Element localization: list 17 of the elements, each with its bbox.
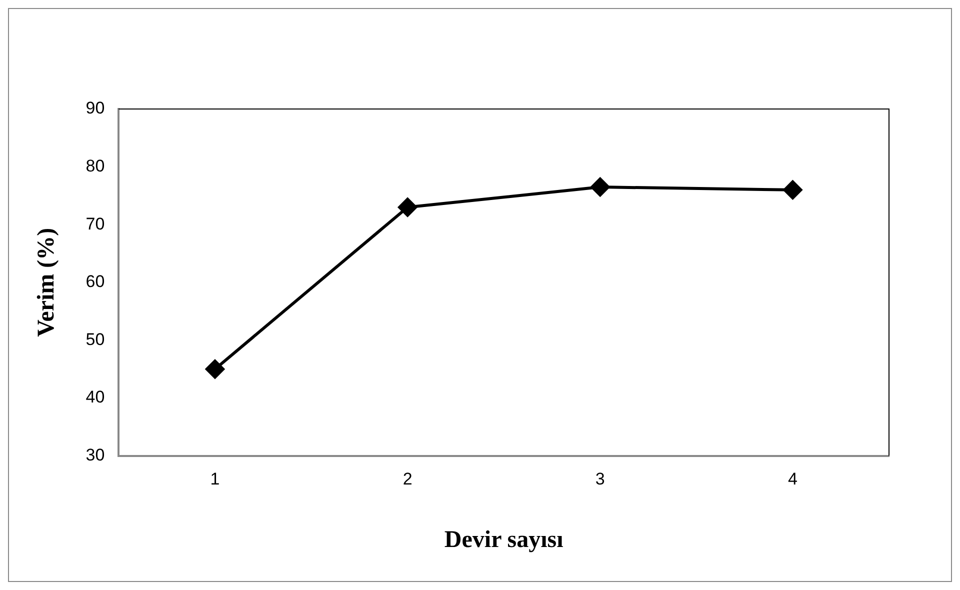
x-tick-label: 1 xyxy=(210,470,220,489)
point xyxy=(590,178,610,197)
y-tick-label: 90 xyxy=(86,98,105,118)
x-tick-label: 4 xyxy=(788,470,798,489)
y-tick-label: 30 xyxy=(86,445,105,464)
point xyxy=(783,180,802,200)
y-tick-label: 40 xyxy=(86,388,105,407)
y-tick-label: 60 xyxy=(86,272,105,292)
x-tick-label: 3 xyxy=(595,470,605,489)
y-tick-label: 70 xyxy=(86,214,105,234)
point xyxy=(398,198,418,217)
y-tick-label: 50 xyxy=(86,330,105,349)
point xyxy=(205,360,224,379)
x-axis-title: Devir sayısı xyxy=(444,526,564,553)
y-axis-title: Verim (%) xyxy=(34,228,60,337)
y-tick-label: 80 xyxy=(86,156,105,176)
x-tick-label: 2 xyxy=(402,470,412,489)
